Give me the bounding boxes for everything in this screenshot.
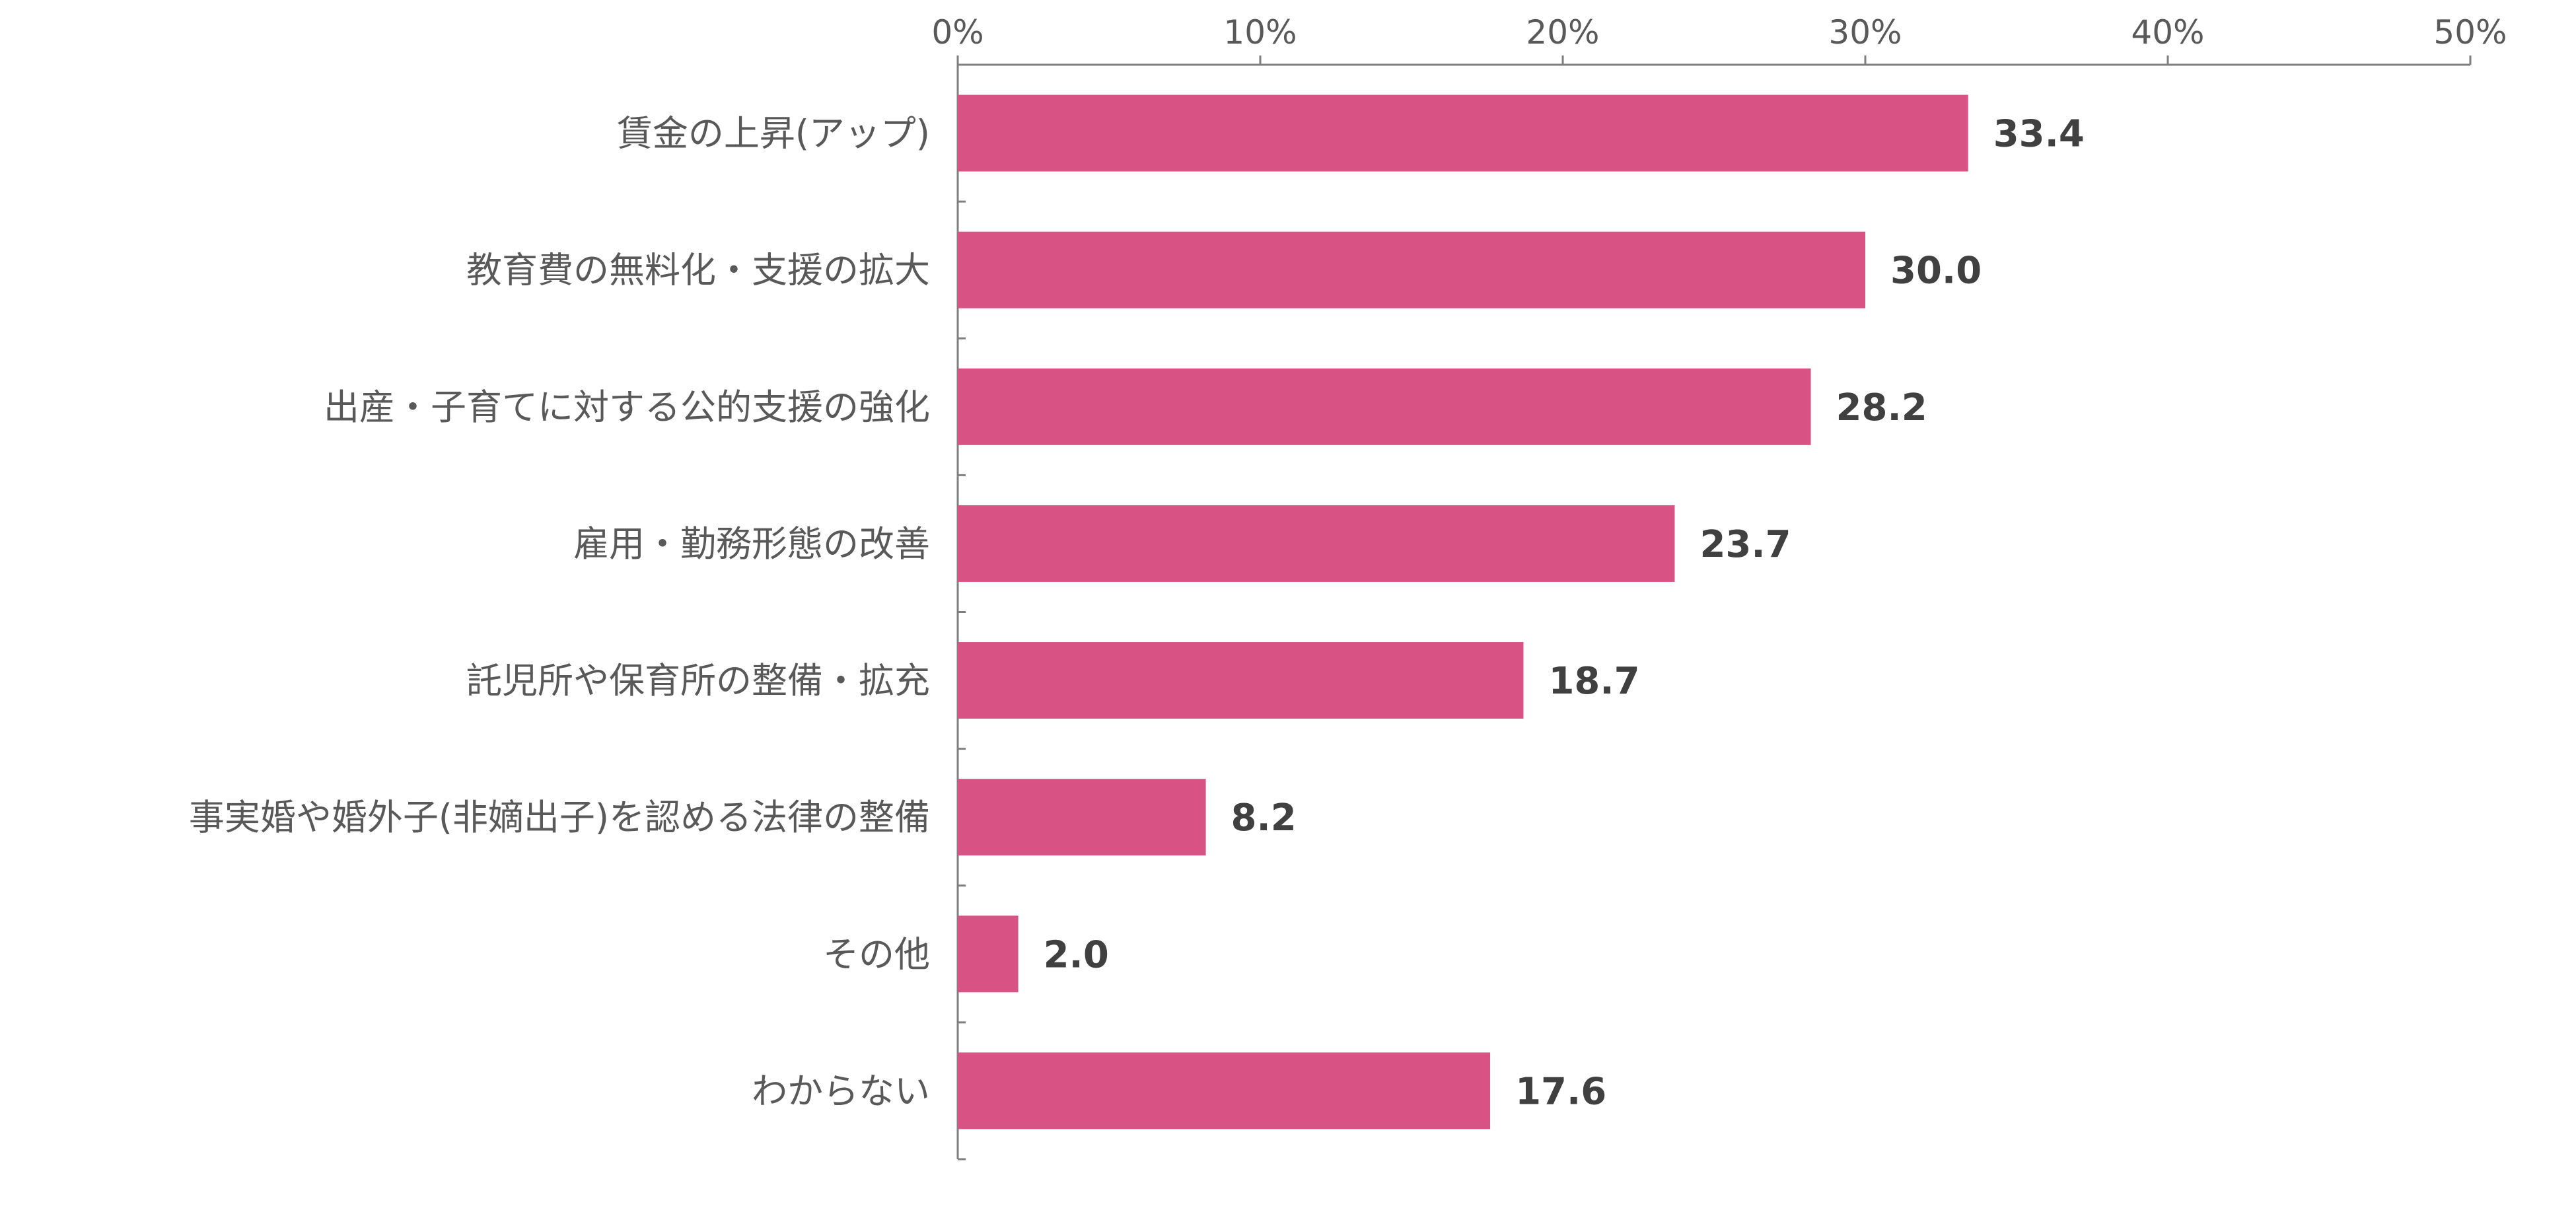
category-label: わからない (752, 1070, 930, 1112)
data-label: 33.4 (1993, 113, 2085, 156)
x-tick-label: 40% (2131, 13, 2204, 52)
data-label: 17.6 (1515, 1070, 1606, 1113)
data-label: 28.2 (1836, 386, 1927, 429)
category-label: 雇用・勤務形態の改善 (573, 523, 930, 565)
x-tick-label: 50% (2433, 13, 2507, 52)
y-axis-ticks (958, 63, 966, 1161)
x-tick-label: 30% (1828, 13, 1902, 52)
category-labels: 賃金の上昇(アップ) 教育費の無料化・支援の拡大出産・子育てに対する公的支援の強化… (189, 113, 930, 1112)
category-label: 出産・子育てに対する公的支援の強化 (324, 386, 930, 428)
data-label: 2.0 (1044, 933, 1109, 976)
x-axis: 0% 10% 20% 30% 40% 50% (931, 13, 2507, 66)
data-labels: 33.4 30.0 28.2 23.7 18.7 8.2 2.0 17.6 (1044, 113, 2085, 1114)
category-label: 事実婚や婚外子(非嫡出子)を認める法律の整備 (189, 797, 930, 838)
category-label: その他 (823, 933, 930, 975)
category-label: 教育費の無料化・支援の拡大 (466, 250, 930, 291)
data-label: 30.0 (1890, 250, 1982, 293)
bar (958, 642, 1524, 719)
bar (958, 505, 1675, 582)
category-label: 賃金の上昇(アップ) (617, 113, 930, 155)
x-tick-label: 20% (1526, 13, 1599, 52)
bar (958, 779, 1206, 856)
bar (958, 368, 1811, 445)
data-label: 18.7 (1548, 660, 1639, 703)
bar (958, 1052, 1491, 1129)
data-label: 8.2 (1231, 797, 1297, 840)
x-axis-ticks: 0% 10% 20% 30% 40% 50% (931, 13, 2507, 65)
x-tick-label: 10% (1223, 13, 1297, 52)
bar (958, 231, 1865, 308)
bar (958, 915, 1019, 993)
bars (958, 94, 1968, 1129)
y-axis (956, 63, 966, 1161)
category-label: 託児所や保育所の整備・拡充 (466, 660, 930, 701)
bar (958, 94, 1968, 172)
x-tick-label: 0% (931, 13, 984, 52)
data-label: 23.7 (1699, 523, 1791, 566)
